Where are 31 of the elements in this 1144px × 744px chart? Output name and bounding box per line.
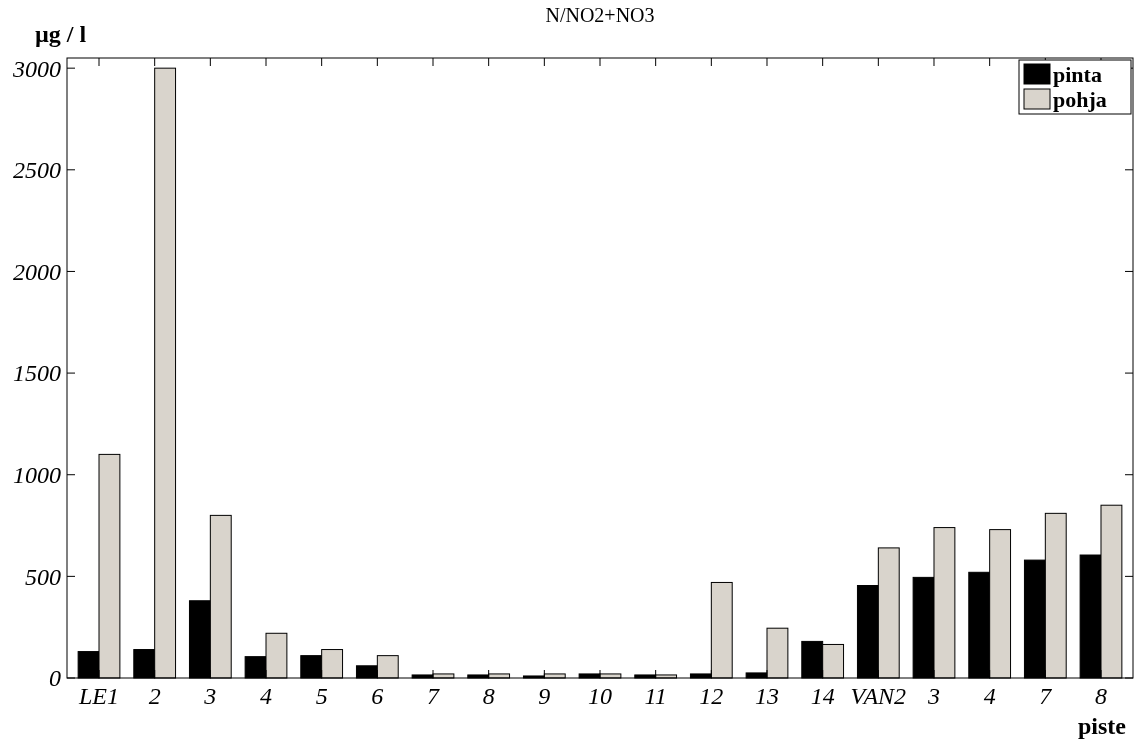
x-tick-label: 3 xyxy=(203,683,217,709)
legend-label: pohja xyxy=(1053,86,1107,112)
y-tick-label: 1500 xyxy=(13,360,61,387)
x-tick-label: VAN2 xyxy=(850,683,907,709)
x-tick-label: 3 xyxy=(926,683,940,709)
x-tick-label: 7 xyxy=(427,683,440,709)
x-tick-label: 14 xyxy=(810,683,835,709)
x-tick-label: 9 xyxy=(538,683,551,709)
x-tick-label: 4 xyxy=(983,683,996,709)
x-tick-label: 6 xyxy=(371,683,384,709)
x-tick-label: 13 xyxy=(755,683,779,709)
legend-label: pinta xyxy=(1053,61,1102,87)
x-tick-label: 5 xyxy=(315,683,328,709)
x-axis-title: piste xyxy=(1078,713,1127,739)
y-tick-label: 3000 xyxy=(12,55,61,82)
y-tick-label: 1000 xyxy=(13,462,61,489)
y-axis-title: µg / l xyxy=(35,21,87,47)
chart-title: N/NO2+NO3 xyxy=(545,4,655,26)
x-tick-label: 2 xyxy=(148,683,161,709)
x-tick-label: 10 xyxy=(588,683,612,709)
y-tick-label: 0 xyxy=(49,665,61,692)
y-tick-label: 2000 xyxy=(13,258,61,285)
x-tick-label: 12 xyxy=(699,683,724,709)
x-tick-label: 8 xyxy=(1094,683,1107,709)
y-tick-label: 500 xyxy=(25,563,61,590)
x-tick-label: 7 xyxy=(1039,683,1053,709)
x-tick-label: 8 xyxy=(482,683,495,709)
y-tick-label: 2500 xyxy=(13,157,61,184)
x-tick-label: 11 xyxy=(644,683,667,709)
x-tick-label: LE1 xyxy=(78,683,120,709)
x-tick-label: 4 xyxy=(260,683,273,709)
